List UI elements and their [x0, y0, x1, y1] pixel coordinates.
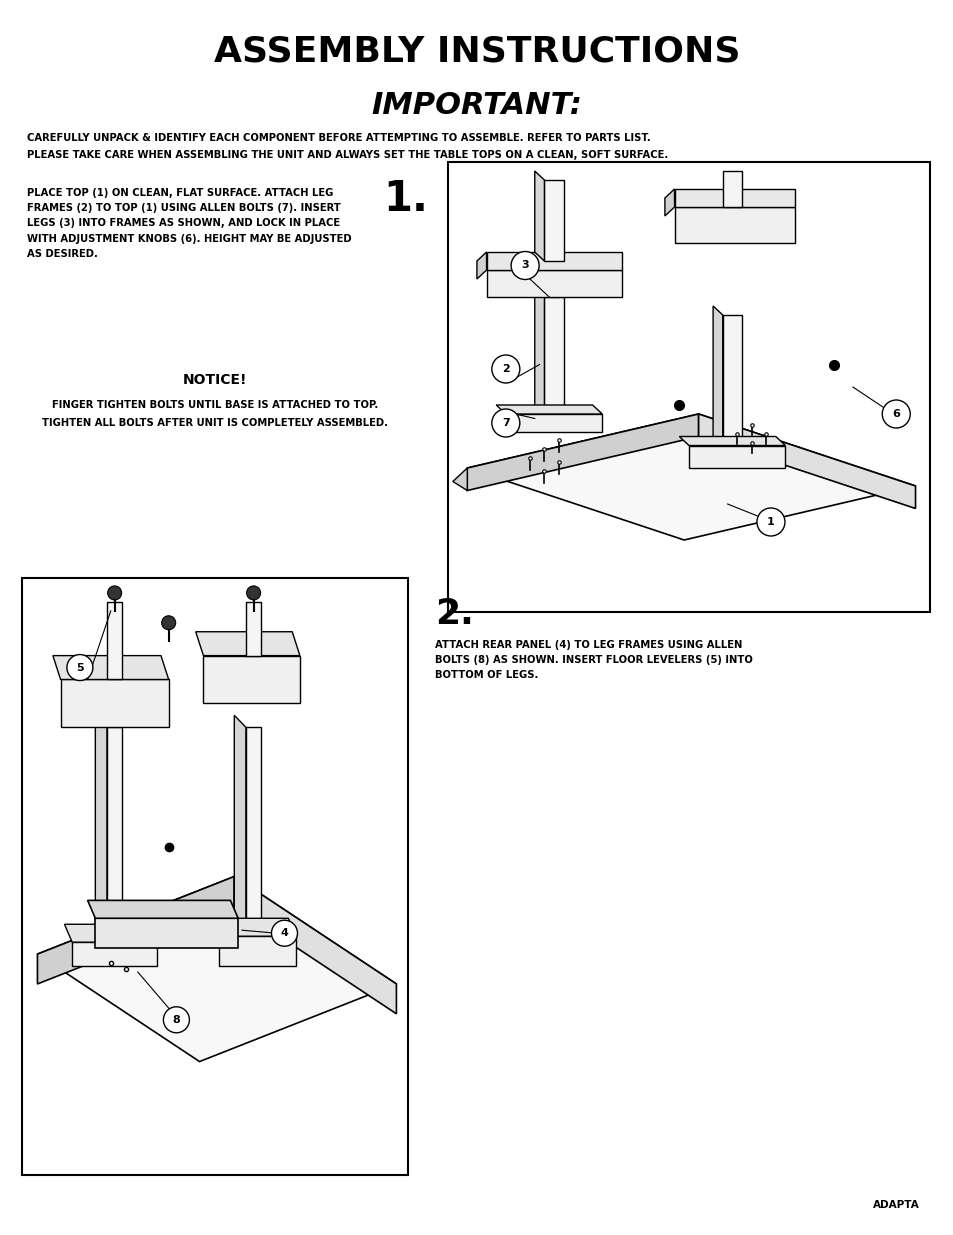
- Text: 6: 6: [891, 409, 900, 419]
- Circle shape: [272, 920, 297, 946]
- Polygon shape: [211, 919, 295, 936]
- Text: 3: 3: [520, 261, 528, 270]
- Circle shape: [163, 1007, 190, 1032]
- Polygon shape: [722, 315, 741, 454]
- Polygon shape: [218, 936, 295, 966]
- Polygon shape: [544, 180, 563, 261]
- Circle shape: [492, 409, 519, 437]
- Text: NOTICE!: NOTICE!: [183, 373, 247, 387]
- Polygon shape: [486, 270, 620, 296]
- Text: PLACE TOP (1) ON CLEAN, FLAT SURFACE. ATTACH LEG
FRAMES (2) TO TOP (1) USING ALL: PLACE TOP (1) ON CLEAN, FLAT SURFACE. AT…: [27, 188, 352, 259]
- Bar: [22, 578, 408, 1174]
- Polygon shape: [37, 877, 396, 1062]
- Polygon shape: [72, 942, 157, 966]
- Text: 2: 2: [501, 364, 509, 374]
- Text: ADAPTA: ADAPTA: [872, 1200, 919, 1210]
- Polygon shape: [107, 601, 122, 679]
- Circle shape: [67, 655, 92, 680]
- Circle shape: [756, 508, 784, 536]
- Polygon shape: [674, 207, 794, 243]
- Polygon shape: [505, 414, 601, 432]
- Polygon shape: [61, 679, 169, 727]
- Polygon shape: [722, 170, 741, 207]
- Text: PLEASE TAKE CARE WHEN ASSEMBLING THE UNIT AND ALWAYS SET THE TABLE TOPS ON A CLE: PLEASE TAKE CARE WHEN ASSEMBLING THE UNI…: [27, 149, 667, 161]
- Text: ATTACH REAR PANEL (4) TO LEG FRAMES USING ALLEN
BOLTS (8) AS SHOWN. INSERT FLOOR: ATTACH REAR PANEL (4) TO LEG FRAMES USIN…: [435, 640, 752, 680]
- Circle shape: [108, 585, 122, 600]
- Polygon shape: [486, 252, 620, 270]
- Text: IMPORTANT:: IMPORTANT:: [371, 90, 582, 120]
- Polygon shape: [674, 189, 794, 207]
- Text: 1: 1: [766, 517, 774, 527]
- Polygon shape: [234, 715, 246, 955]
- Text: ASSEMBLY INSTRUCTIONS: ASSEMBLY INSTRUCTIONS: [213, 35, 740, 69]
- Polygon shape: [37, 877, 234, 984]
- Circle shape: [882, 400, 909, 429]
- Polygon shape: [664, 189, 674, 216]
- Circle shape: [492, 354, 519, 383]
- Polygon shape: [203, 656, 299, 704]
- Text: FINGER TIGHTEN BOLTS UNTIL BASE IS ATTACHED TO TOP.: FINGER TIGHTEN BOLTS UNTIL BASE IS ATTAC…: [51, 400, 377, 410]
- Text: 7: 7: [501, 417, 509, 429]
- Polygon shape: [234, 877, 396, 1014]
- Circle shape: [246, 585, 260, 600]
- Circle shape: [511, 252, 538, 279]
- Polygon shape: [467, 414, 915, 540]
- Circle shape: [161, 616, 175, 630]
- Polygon shape: [698, 414, 915, 509]
- Text: 2.: 2.: [435, 597, 474, 631]
- Polygon shape: [52, 656, 169, 679]
- Text: 4: 4: [280, 929, 288, 939]
- Polygon shape: [88, 900, 238, 919]
- Polygon shape: [467, 414, 698, 490]
- Polygon shape: [65, 924, 157, 942]
- Polygon shape: [679, 436, 784, 446]
- Text: CAREFULLY UNPACK & IDENTIFY EACH COMPONENT BEFORE ATTEMPTING TO ASSEMBLE. REFER : CAREFULLY UNPACK & IDENTIFY EACH COMPONE…: [27, 133, 650, 143]
- Polygon shape: [95, 715, 107, 955]
- Text: TIGHTEN ALL BOLTS AFTER UNIT IS COMPLETELY ASSEMBLED.: TIGHTEN ALL BOLTS AFTER UNIT IS COMPLETE…: [42, 417, 388, 429]
- Text: 5: 5: [76, 662, 84, 673]
- Polygon shape: [544, 296, 563, 424]
- Bar: [448, 162, 929, 613]
- Text: 8: 8: [172, 1015, 180, 1025]
- Polygon shape: [496, 405, 601, 414]
- Polygon shape: [195, 632, 299, 656]
- Polygon shape: [453, 468, 467, 490]
- Polygon shape: [535, 288, 544, 424]
- Polygon shape: [688, 446, 784, 468]
- Polygon shape: [95, 919, 238, 948]
- Polygon shape: [476, 252, 486, 279]
- Polygon shape: [712, 306, 722, 454]
- Polygon shape: [535, 170, 544, 261]
- Polygon shape: [107, 727, 122, 955]
- Text: 1.: 1.: [383, 178, 428, 220]
- Polygon shape: [246, 601, 261, 656]
- Polygon shape: [246, 727, 261, 955]
